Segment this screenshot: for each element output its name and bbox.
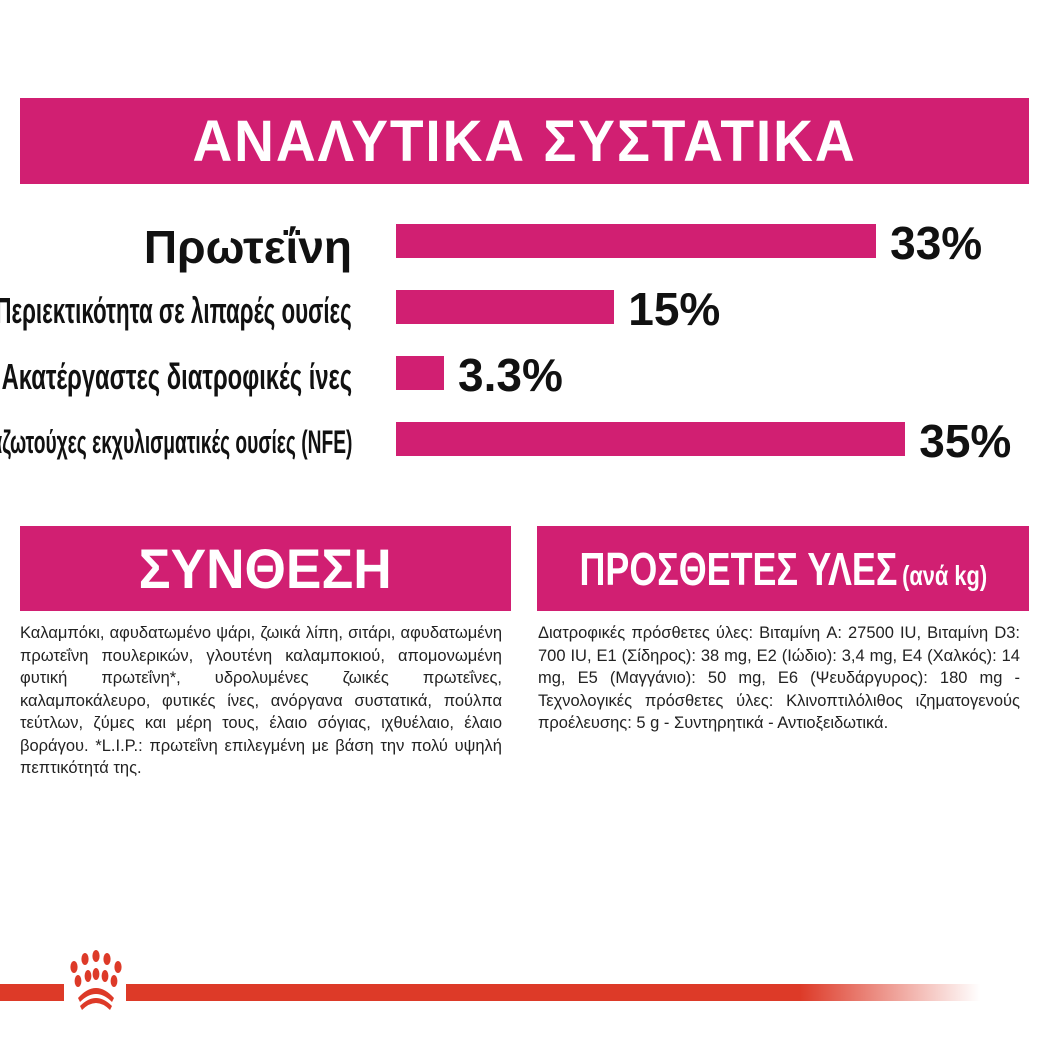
analytical-constituents-header: ΑΝΑΛΥΤΙΚΑ ΣΥΣΤΑΤΙΚΑ	[20, 98, 1029, 184]
value-protein: 33%	[890, 217, 983, 269]
label-fat: Περιεκτικότητα σε λιπαρές ουσίες	[0, 290, 352, 331]
bar-fat	[396, 290, 615, 324]
bar-protein	[396, 224, 877, 258]
bar-nfe	[396, 422, 906, 456]
bar-fibre	[396, 356, 444, 390]
composition-title: ΣΥΝΘΕΣΗ	[138, 537, 393, 600]
brand-stripe	[0, 984, 980, 1001]
composition-text: Καλαμπόκι, αφυδατωμένο ψάρι, ζωικά λίπη,…	[20, 624, 502, 777]
additives-unit: (ανά kg)	[901, 559, 987, 591]
footer-brand-line	[0, 946, 1049, 1026]
label-fibre: Ακατέργαστες διατροφικές ίνες	[1, 356, 352, 397]
value-fibre: 3.3%	[458, 349, 563, 401]
additives-header: ΠΡΟΣΘΕΤΕΣ ΥΛΕΣ (ανά kg)	[537, 526, 1029, 611]
value-fat: 15%	[628, 283, 721, 335]
composition-header: ΣΥΝΘΕΣΗ	[20, 526, 511, 611]
label-nfe: Μη αζωτούχες εκχυλισματικές ουσίες (NFE)	[0, 424, 352, 460]
royal-canin-crown-icon	[64, 946, 126, 1026]
additives-title: ΠΡΟΣΘΕΤΕΣ ΥΛΕΣ	[579, 542, 898, 595]
value-nfe: 35%	[919, 415, 1012, 467]
additives-text: Διατροφικές πρόσθετες ύλες: Βιταμίνη A: …	[538, 624, 1020, 732]
label-protein: Πρωτεΐνη	[143, 221, 352, 273]
analytical-constituents-title: ΑΝΑΛΥΤΙΚΑ ΣΥΣΤΑΤΙΚΑ	[192, 108, 857, 174]
